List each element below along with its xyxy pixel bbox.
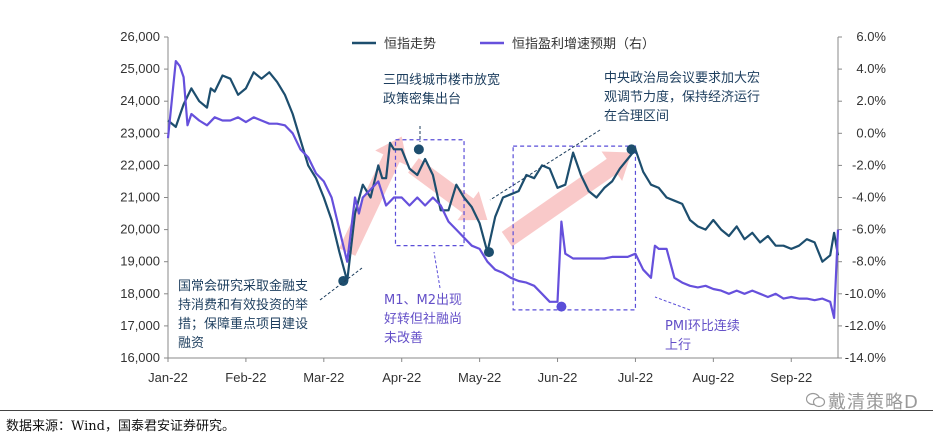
x-tick-label: Mar-22 <box>303 370 344 385</box>
y-right-tick-label: -14.0% <box>845 350 887 365</box>
annotation-money-supply-line-3: 未改善 <box>384 330 423 346</box>
y-right-tick-label: -12.0% <box>845 318 887 333</box>
y-left-tick-label: 24,000 <box>120 93 160 108</box>
footer-separator <box>0 410 933 411</box>
dashed-box-april <box>394 139 465 247</box>
pink-arrow-up-2 <box>501 151 632 247</box>
y-left-tick-label: 26,000 <box>120 29 160 44</box>
legend: 恒指走势 恒指盈利增速预期（右） <box>352 36 655 52</box>
y-right-tick-label: -6.0% <box>852 222 886 237</box>
event-marker-5 <box>556 301 567 312</box>
x-tick-label: Apr-22 <box>382 370 421 385</box>
x-tick-label: Jan-22 <box>148 370 188 385</box>
y-left-tick-label: 22,000 <box>120 157 160 172</box>
y-left-tick-label: 20,000 <box>120 222 160 237</box>
annotation-property-policy-line-1: 三四线城市楼市放宽 <box>383 72 500 88</box>
annotation-politburo-line-2: 观调节力度，保持经济运行 <box>604 89 760 105</box>
y-left-tick-label: 25,000 <box>120 61 160 76</box>
annotation-state-council-line-2: 持消费和有效投资的举 <box>178 297 308 313</box>
annotation-money-supply-line-1: M1、M2出现 <box>384 293 462 308</box>
dashed-box-june <box>512 145 637 311</box>
leader-a5 <box>654 296 691 311</box>
x-tick-label: Jun-22 <box>538 370 578 385</box>
x-tick-label: Aug-22 <box>692 370 734 385</box>
y-left-tick-label: 18,000 <box>120 286 160 301</box>
x-tick-label: Feb-22 <box>225 370 266 385</box>
source-note: 数据来源：Wind，国泰君安证券研究。 <box>6 419 235 434</box>
watermark: 戴清策略D <box>828 392 919 413</box>
x-tick-label: Sep-22 <box>770 370 812 385</box>
leader-a4 <box>433 251 441 289</box>
series-line-2 <box>166 60 840 319</box>
pink-arrow-up-1 <box>339 136 408 256</box>
y-left-tick-label: 16,000 <box>120 350 160 365</box>
y-right-tick-label: -8.0% <box>852 254 886 269</box>
legend-label-2: 恒指盈利增速预期（右） <box>512 37 655 52</box>
y-left-tick-label: 17,000 <box>120 318 160 333</box>
y-right-tick-label: 0.0% <box>856 125 886 140</box>
event-marker-1 <box>338 275 349 286</box>
annotation-money-supply-line-2: 好转但社融尚 <box>384 311 462 327</box>
highlight-shapes <box>339 136 637 311</box>
y-right-tick-label: 4.0% <box>856 61 886 76</box>
y-right-tick-label: -10.0% <box>845 286 887 301</box>
series-line-1 <box>167 71 840 283</box>
legend-label-1: 恒指走势 <box>384 36 436 52</box>
y-left-tick-label: 23,000 <box>120 125 160 140</box>
y-right-tick-label: -2.0% <box>852 157 886 172</box>
annotation-state-council-line-3: 措；保障重点项目建设 <box>178 316 308 332</box>
annotation-property-policy-line-2: 政策密集出台 <box>383 91 461 107</box>
event-marker-3 <box>483 247 494 258</box>
y-left-tick-label: 21,000 <box>120 190 160 205</box>
y-right-tick-label: 6.0% <box>856 29 886 44</box>
axes: 26,000 25,000 24,000 23,000 22,000 21,000 20,0… <box>120 29 886 385</box>
annotation-state-council-line-4: 融资 <box>178 336 204 351</box>
series-lines <box>166 60 840 319</box>
y-right-tick-label: -4.0% <box>852 190 886 205</box>
wechat-icon <box>806 392 826 408</box>
annotation-pmi-line-1: PMI环比连续 <box>665 318 740 334</box>
event-marker-2 <box>413 144 424 155</box>
chart-canvas: 26,000 25,000 24,000 23,000 22,000 21,000 20,0… <box>120 29 886 385</box>
x-tick-label: May-22 <box>458 370 501 385</box>
pink-arrow-down <box>408 158 488 221</box>
event-marker-4 <box>626 144 637 155</box>
x-tick-label: Jul-22 <box>618 370 653 385</box>
leader-a3 <box>319 267 363 301</box>
y-right-tick-label: 2.0% <box>856 93 886 108</box>
leader-a2 <box>489 129 601 201</box>
annotation-politburo-line-3: 在合理区间 <box>604 109 669 124</box>
annotation-pmi-line-2: 上行 <box>665 338 691 353</box>
annotation-politburo-line-1: 中央政治局会议要求加大宏 <box>604 71 760 86</box>
annotation-state-council-line-1: 国常会研究采取金融支 <box>178 278 308 294</box>
y-left-tick-label: 19,000 <box>120 254 160 269</box>
